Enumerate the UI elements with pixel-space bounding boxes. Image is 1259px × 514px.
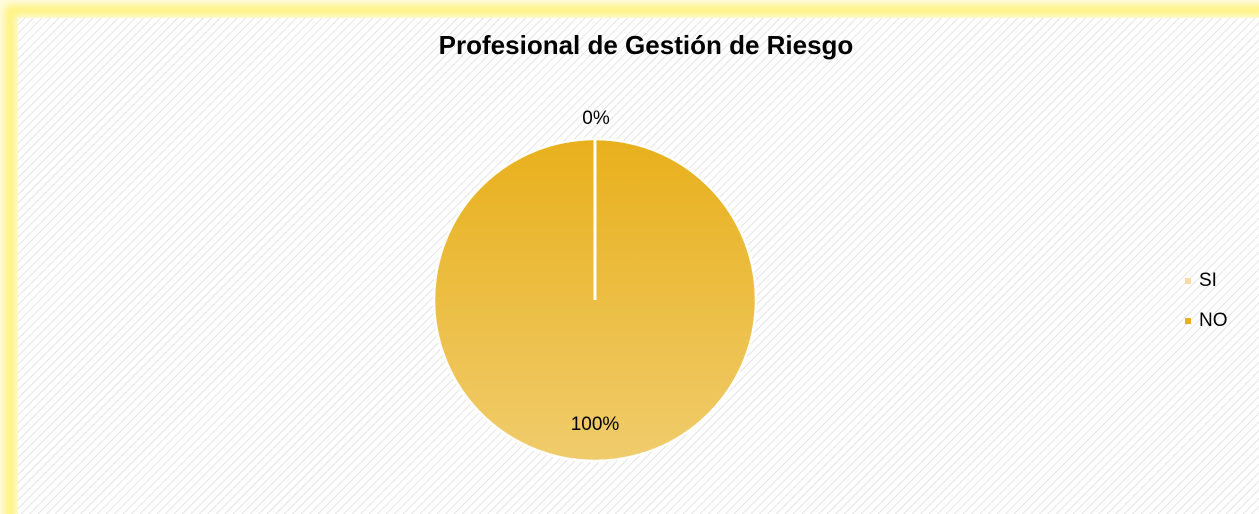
legend-label: NO [1199, 310, 1228, 331]
legend-swatch [1185, 278, 1191, 284]
legend-swatch [1185, 318, 1191, 324]
legend-label: SI [1199, 270, 1217, 291]
chart-title: Profesional de Gestión de Riesgo [439, 30, 854, 60]
data-label: 100% [571, 414, 620, 435]
chart-glow [5, 5, 1259, 514]
data-label: 0% [582, 108, 610, 129]
pie [432, 137, 758, 463]
labels: 0% 100% SI NO [571, 108, 1228, 435]
